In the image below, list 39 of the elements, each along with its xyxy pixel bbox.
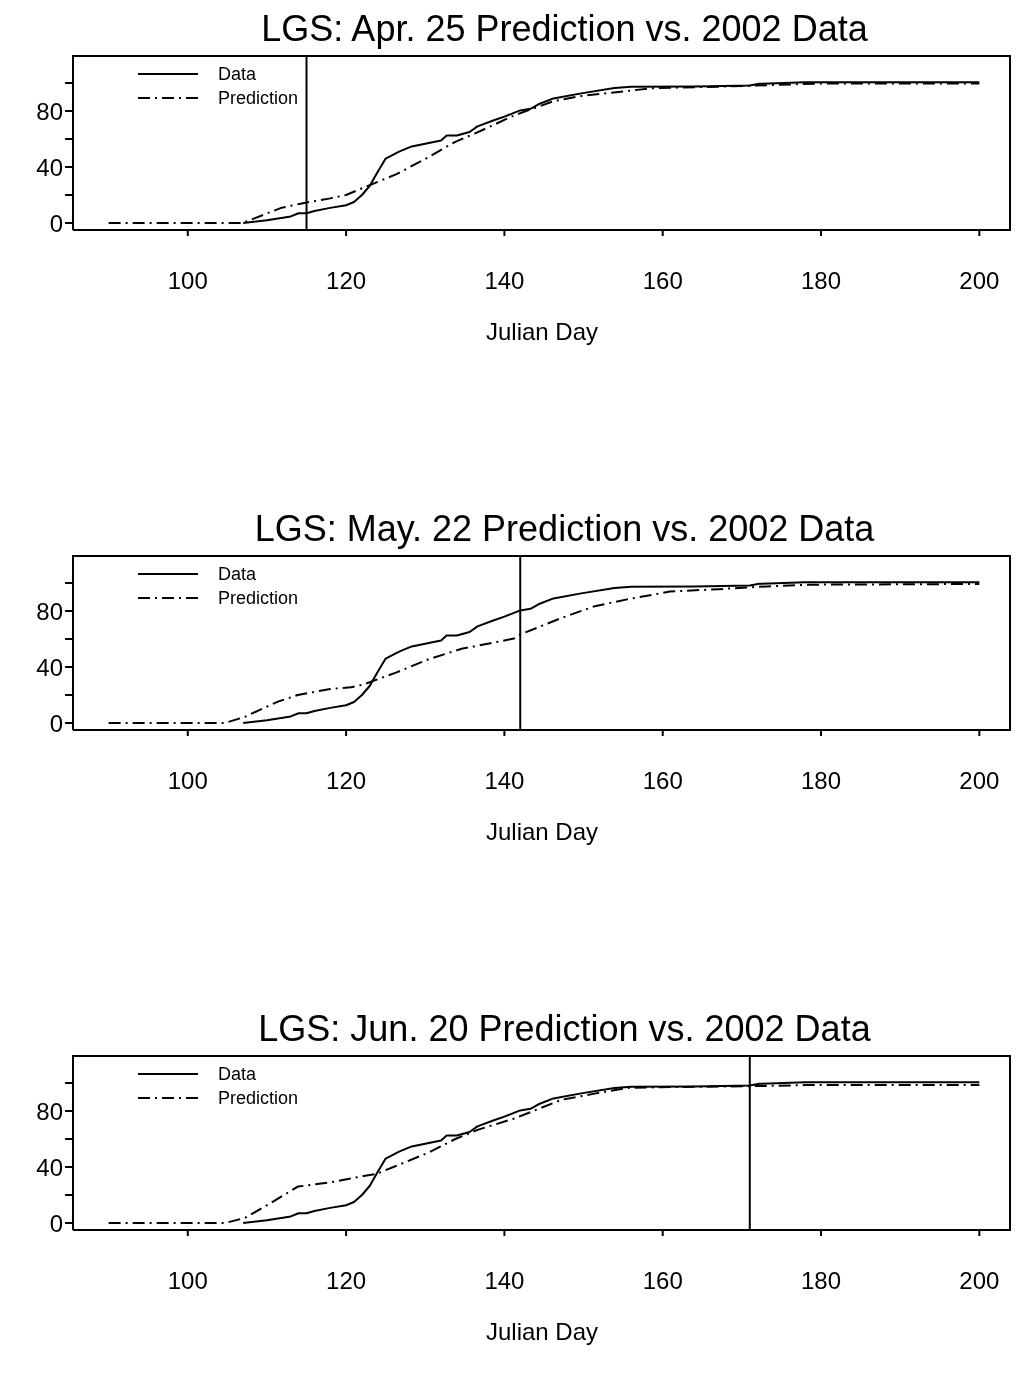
x-tick-label: 160 — [642, 767, 683, 795]
x-tick-label: 120 — [326, 767, 367, 795]
y-tick-label: 40 — [36, 1153, 63, 1181]
x-tick-label: 200 — [959, 767, 1000, 795]
x-tick-label: 180 — [801, 767, 842, 795]
x-tick-label: 100 — [167, 1267, 208, 1295]
x-tick-label: 120 — [326, 1267, 367, 1295]
y-tick-label: 0 — [49, 709, 63, 737]
y-tick-label: 40 — [36, 653, 63, 681]
x-tick-label: 140 — [484, 767, 525, 795]
x-tick-label: 100 — [167, 267, 208, 295]
chart-title: LGS: Jun. 20 Prediction vs. 2002 Data — [257, 1008, 872, 1050]
y-tick-label: 0 — [49, 209, 63, 237]
x-axis-title: Julian Day — [485, 1318, 599, 1345]
y-tick-label: 80 — [36, 97, 63, 125]
x-tick-label: 100 — [167, 767, 208, 795]
legend-label: Prediction — [218, 87, 299, 109]
x-tick-label: 200 — [959, 267, 1000, 295]
x-axis-title: Julian Day — [485, 818, 599, 845]
legend-label: Prediction — [218, 587, 299, 609]
legend-label: Data — [218, 1063, 257, 1085]
x-tick-label: 160 — [642, 1267, 683, 1295]
x-axis-title: Julian Day — [485, 318, 599, 345]
x-tick-label: 140 — [484, 1267, 525, 1295]
x-tick-label: 140 — [484, 267, 525, 295]
chart-title: LGS: Apr. 25 Prediction vs. 2002 Data — [260, 8, 869, 50]
x-tick-label: 120 — [326, 267, 367, 295]
legend-label: Data — [218, 563, 257, 585]
x-tick-label: 180 — [801, 1267, 842, 1295]
y-tick-label: 40 — [36, 153, 63, 181]
legend-label: Data — [218, 63, 257, 85]
y-tick-label: 80 — [36, 1097, 63, 1125]
legend-label: Prediction — [218, 1087, 299, 1109]
chart-title: LGS: May. 22 Prediction vs. 2002 Data — [253, 508, 876, 550]
y-tick-label: 0 — [49, 1209, 63, 1237]
x-tick-label: 180 — [801, 267, 842, 295]
y-tick-label: 80 — [36, 597, 63, 625]
x-tick-label: 160 — [642, 267, 683, 295]
x-tick-label: 200 — [959, 1267, 1000, 1295]
